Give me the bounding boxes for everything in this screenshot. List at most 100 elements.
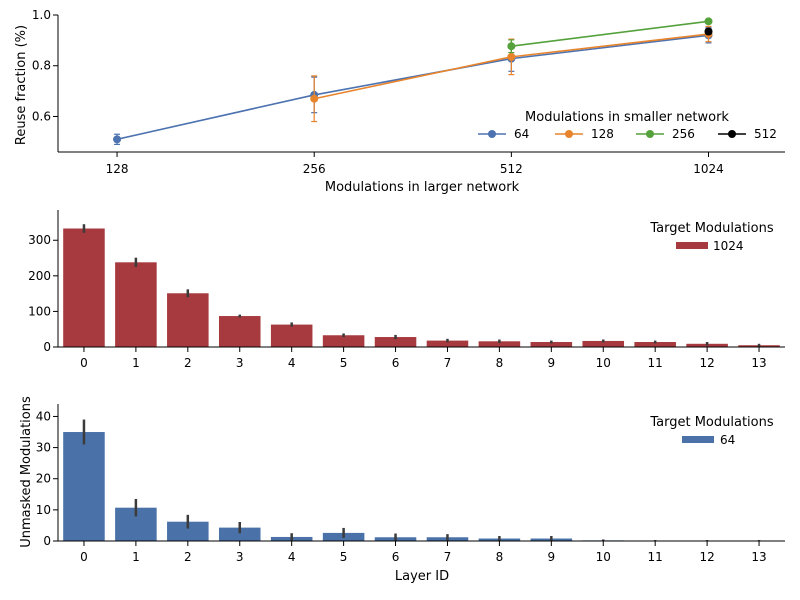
blue-y-tick-label: 40 xyxy=(36,409,51,423)
blue-x-tick-label: 4 xyxy=(288,550,296,564)
blue-bar-plot-area xyxy=(63,419,780,541)
reuse-x-tick-label: 512 xyxy=(500,162,523,176)
reuse-y-axis-label: Reuse fraction (%) xyxy=(14,25,29,145)
blue-x-tick-label: 8 xyxy=(496,550,504,564)
red-x-tick-label: 6 xyxy=(392,356,400,370)
red-y-tick-label: 0 xyxy=(43,340,51,354)
red-y-tick-label: 100 xyxy=(28,304,51,318)
legend-marker-64 xyxy=(488,130,496,138)
red-y-tick-label: 200 xyxy=(28,269,51,283)
red-bar xyxy=(63,228,105,347)
red-bar xyxy=(374,337,417,347)
legend-marker-512 xyxy=(728,130,736,138)
blue-bar-legend-title: Target Modulations xyxy=(649,415,773,430)
reuse-point-64 xyxy=(113,135,122,144)
reuse-point-256 xyxy=(704,17,713,26)
blue-y-tick-label: 20 xyxy=(36,472,51,486)
blue-x-tick-label: 9 xyxy=(548,550,556,564)
blue-y-tick-label: 0 xyxy=(43,534,51,548)
reuse-y-tick-label: 1.0 xyxy=(32,8,51,22)
red-bar xyxy=(426,340,469,347)
reuse-legend-entries: 64 128 256 512 xyxy=(478,127,777,141)
reuse-legend-title: Modulations in smaller network xyxy=(525,110,729,125)
reuse-plot-area xyxy=(113,17,713,145)
red-x-tick-label: 0 xyxy=(80,356,88,370)
red-bar-legend-title: Target Modulations xyxy=(649,221,773,236)
red-bar xyxy=(582,340,625,347)
red-bar xyxy=(167,293,209,347)
red-y-tick-label: 300 xyxy=(28,233,51,247)
reuse-series-line-256 xyxy=(511,20,709,47)
blue-x-tick-label: 7 xyxy=(444,550,452,564)
blue-bar xyxy=(167,521,209,541)
reuse-x-axis-label: Modulations in larger network xyxy=(325,180,520,195)
blue-x-tick-label: 11 xyxy=(648,550,663,564)
red-bar-legend-label: 1024 xyxy=(713,239,744,253)
reuse-series-line-64 xyxy=(116,34,709,141)
legend-label-128: 128 xyxy=(591,127,614,141)
reuse-point-128 xyxy=(310,94,319,103)
blue-y-tick-label: 30 xyxy=(36,441,51,455)
blue-bar-legend: Target Modulations 64 xyxy=(649,415,773,447)
blue-x-tick-label: 3 xyxy=(236,550,244,564)
blue-y-tick-label: 10 xyxy=(36,503,51,517)
blue-bar-y-axis-label: Unmasked Modulations xyxy=(19,396,34,548)
reuse-point-128 xyxy=(507,52,516,61)
red-bar xyxy=(322,335,365,347)
reuse-y-tick-label: 0.6 xyxy=(32,109,51,123)
reuse-point-512 xyxy=(704,27,713,36)
red-bar xyxy=(115,262,157,347)
legend-marker-128 xyxy=(565,130,573,138)
blue-x-tick-label: 12 xyxy=(699,550,714,564)
red-bar xyxy=(270,324,313,347)
red-x-tick-label: 2 xyxy=(184,356,192,370)
red-bar xyxy=(634,342,676,347)
red-x-tick-label: 1 xyxy=(132,356,140,370)
red-x-tick-label: 8 xyxy=(496,356,504,370)
reuse-axis-ticks: 128 256 512 1024 0.6 0.8 1.0 xyxy=(32,8,724,176)
reuse-line-panel: 128 256 512 1024 0.6 0.8 1.0 Reuse fraction (%… xyxy=(14,8,785,195)
blue-bar-legend-label: 64 xyxy=(720,433,735,447)
blue-bar xyxy=(63,432,105,541)
blue-x-tick-label: 0 xyxy=(80,550,88,564)
red-x-tick-label: 11 xyxy=(648,356,663,370)
blue-x-tick-label: 1 xyxy=(132,550,140,564)
red-bar-legend: Target Modulations 1024 xyxy=(649,221,773,253)
red-x-tick-label: 9 xyxy=(548,356,556,370)
red-bar xyxy=(530,342,573,347)
red-x-tick-label: 5 xyxy=(340,356,348,370)
red-x-tick-label: 10 xyxy=(596,356,611,370)
blue-bar-x-axis-label: Layer ID xyxy=(395,569,449,584)
red-bar-plot-area xyxy=(63,224,780,347)
legend-label-512: 512 xyxy=(754,127,777,141)
reuse-legend: Modulations in smaller network 64 128 256 5… xyxy=(478,110,777,141)
red-bar xyxy=(218,316,261,347)
reuse-x-tick-label: 128 xyxy=(106,162,129,176)
blue-x-tick-label: 6 xyxy=(392,550,400,564)
blue-bar xyxy=(218,527,261,541)
legend-marker-256 xyxy=(646,130,654,138)
red-x-tick-label: 13 xyxy=(751,356,766,370)
legend-label-64: 64 xyxy=(514,127,529,141)
red-x-tick-label: 3 xyxy=(236,356,244,370)
red-bar-legend-swatch xyxy=(676,242,708,249)
legend-label-256: 256 xyxy=(672,127,695,141)
red-x-tick-label: 4 xyxy=(288,356,296,370)
red-bar xyxy=(478,341,521,347)
blue-x-tick-label: 5 xyxy=(340,550,348,564)
reuse-x-tick-label: 1024 xyxy=(693,162,724,176)
blue-x-tick-label: 10 xyxy=(596,550,611,564)
blue-x-tick-label: 2 xyxy=(184,550,192,564)
reuse-y-tick-label: 0.8 xyxy=(32,59,51,73)
blue-bar-legend-swatch xyxy=(682,436,714,443)
red-x-tick-label: 7 xyxy=(444,356,452,370)
reuse-point-256 xyxy=(507,42,516,51)
blue-x-tick-label: 13 xyxy=(751,550,766,564)
red-x-tick-label: 12 xyxy=(699,356,714,370)
reuse-x-tick-label: 256 xyxy=(303,162,326,176)
